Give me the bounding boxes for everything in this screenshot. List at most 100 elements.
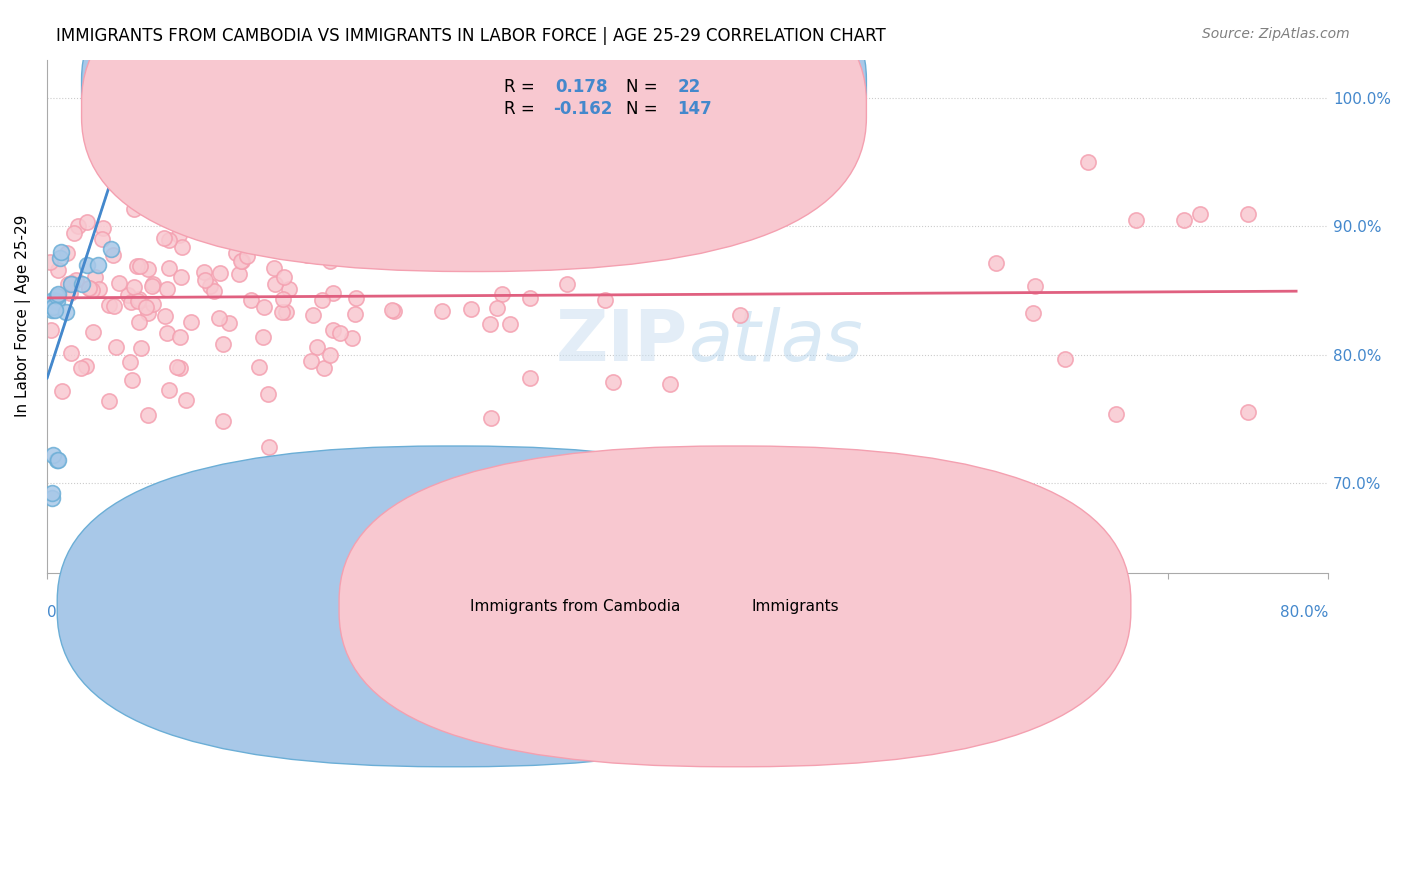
Point <box>207 311 229 326</box>
Point <box>76 258 98 272</box>
Point <box>243 151 266 165</box>
Point <box>56 246 79 260</box>
Point <box>87 282 110 296</box>
Point <box>602 375 624 389</box>
Point <box>314 361 336 376</box>
Point <box>342 331 364 345</box>
Point <box>120 294 142 309</box>
Point <box>59 286 82 301</box>
Text: 22: 22 <box>678 78 700 95</box>
Point <box>157 383 180 397</box>
Point <box>256 386 278 401</box>
Point <box>142 296 165 310</box>
Point <box>157 260 180 275</box>
Point <box>45 288 67 302</box>
Point <box>263 260 285 275</box>
Point <box>120 355 142 369</box>
Point <box>478 318 501 332</box>
Point <box>212 414 235 428</box>
Point <box>75 359 97 373</box>
Point <box>129 259 152 273</box>
Y-axis label: In Labor Force | Age 25-29: In Labor Force | Age 25-29 <box>15 215 31 417</box>
Point <box>235 249 257 263</box>
Point <box>46 287 69 301</box>
Point <box>297 248 319 262</box>
Point <box>39 255 62 269</box>
Point <box>169 360 191 375</box>
Point <box>319 254 342 268</box>
Text: atlas: atlas <box>688 308 862 376</box>
Point <box>41 302 63 317</box>
Point <box>1189 206 1212 220</box>
Point <box>728 308 751 322</box>
Point <box>218 225 240 239</box>
Point <box>301 308 323 322</box>
Point <box>218 316 240 330</box>
Point <box>174 393 197 408</box>
Point <box>1022 305 1045 319</box>
Point <box>318 348 340 362</box>
Point <box>172 240 194 254</box>
Point <box>519 371 541 385</box>
Text: N =: N = <box>626 78 658 95</box>
Point <box>264 277 287 292</box>
Point <box>39 323 62 337</box>
Point <box>136 409 159 423</box>
Text: IMMIGRANTS FROM CAMBODIA VS IMMIGRANTS IN LABOR FORCE | AGE 25-29 CORRELATION CH: IMMIGRANTS FROM CAMBODIA VS IMMIGRANTS I… <box>56 27 886 45</box>
Point <box>228 267 250 281</box>
Point <box>70 277 93 292</box>
Point <box>574 216 596 230</box>
Point <box>200 279 222 293</box>
Point <box>322 285 344 300</box>
Point <box>180 315 202 329</box>
Point <box>125 259 148 273</box>
Point <box>77 281 100 295</box>
Point <box>1237 206 1260 220</box>
Point <box>555 277 578 292</box>
Point <box>97 298 120 312</box>
Point <box>231 185 253 199</box>
Point <box>1077 155 1099 169</box>
Point <box>208 266 231 280</box>
Point <box>486 301 509 315</box>
Point <box>519 291 541 305</box>
Point <box>276 305 298 319</box>
FancyBboxPatch shape <box>82 0 866 250</box>
Text: 0.178: 0.178 <box>555 78 609 95</box>
Point <box>491 287 513 301</box>
Point <box>141 279 163 293</box>
Text: 147: 147 <box>678 101 711 119</box>
Point <box>155 326 177 340</box>
Point <box>346 202 368 216</box>
Point <box>117 288 139 302</box>
Point <box>77 281 100 295</box>
Point <box>152 231 174 245</box>
Point <box>103 299 125 313</box>
Text: ZIP: ZIP <box>555 308 688 376</box>
FancyBboxPatch shape <box>82 0 866 271</box>
Point <box>240 293 263 307</box>
Point <box>124 280 146 294</box>
Point <box>1125 213 1147 227</box>
Point <box>352 245 374 260</box>
Point <box>1105 407 1128 421</box>
Point <box>658 377 681 392</box>
Point <box>49 252 72 266</box>
Point <box>460 301 482 316</box>
Point <box>84 270 107 285</box>
FancyBboxPatch shape <box>58 446 849 767</box>
Point <box>167 228 190 243</box>
Point <box>271 292 294 306</box>
Text: R =: R = <box>505 101 536 119</box>
Point <box>128 315 150 329</box>
Point <box>42 293 65 307</box>
Point <box>76 215 98 229</box>
Point <box>193 265 215 279</box>
Point <box>128 292 150 306</box>
Point <box>82 326 104 340</box>
Point <box>169 329 191 343</box>
Point <box>80 103 103 118</box>
Point <box>136 305 159 319</box>
Point <box>277 282 299 296</box>
Text: 0.0%: 0.0% <box>46 605 86 620</box>
